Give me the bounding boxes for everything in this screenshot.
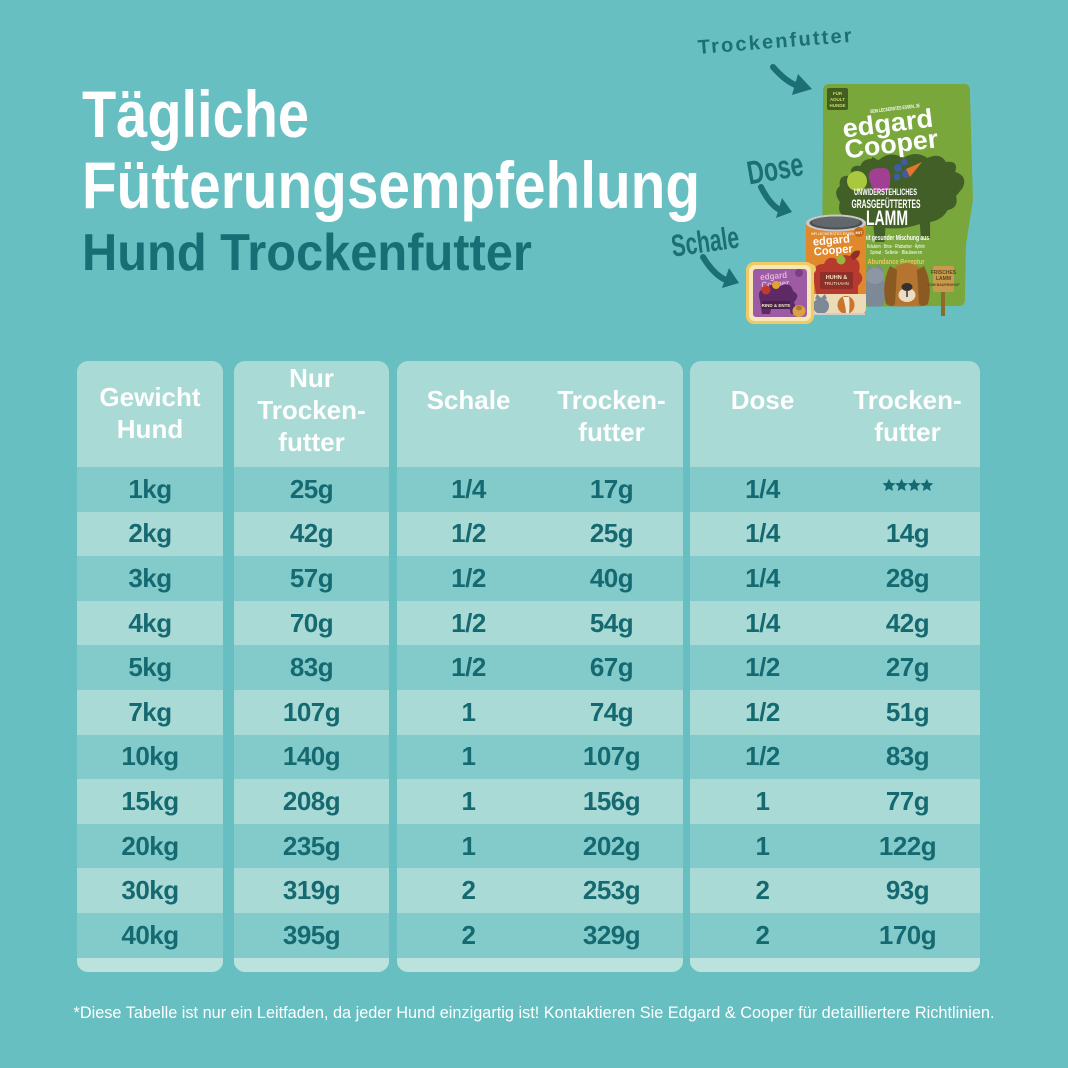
svg-text:FÜR: FÜR	[833, 90, 843, 96]
svg-text:GRASGEFÜTTERTES: GRASGEFÜTTERTES	[852, 196, 921, 211]
svg-text:RIND & ENTE: RIND & ENTE	[762, 303, 791, 308]
svg-text:LAMM: LAMM	[936, 276, 951, 282]
svg-text:MIT: MIT	[856, 230, 863, 235]
svg-text:TRUTHAHN: TRUTHAHN	[824, 281, 849, 286]
svg-text:Spinat · Sellerie · Blaubeeren: Spinat · Sellerie · Blaubeeren	[870, 250, 922, 256]
svg-text:HUNDE: HUNDE	[829, 103, 845, 108]
svg-text:edgard: edgard	[760, 270, 788, 282]
svg-text:ADULT: ADULT	[830, 97, 845, 102]
svg-text:Cooper: Cooper	[813, 243, 853, 258]
svg-text:mit gesunder Mischung aus: mit gesunder Mischung aus	[863, 235, 929, 242]
svg-text:UNWIDERSTEHLICHES: UNWIDERSTEHLICHES	[854, 187, 917, 197]
svg-text:LAMM: LAMM	[866, 207, 908, 230]
svg-text:edgard: edgard	[812, 233, 850, 248]
svg-text:FRISCHES: FRISCHES	[931, 270, 957, 276]
svg-text:Kräutern · Brise · Rhabarber ·: Kräutern · Brise · Rhabarber · Äpfeln	[867, 243, 925, 250]
svg-text:HUHN &: HUHN &	[826, 275, 847, 281]
svg-text:Abundance Rezeptur: Abundance Rezeptur	[868, 259, 925, 266]
svg-text:VOM BAUERNHOF: VOM BAUERNHOF	[927, 283, 960, 287]
svg-text:IHR LECKERSTES ESSEN. JE: IHR LECKERSTES ESSEN. JE	[811, 232, 862, 236]
